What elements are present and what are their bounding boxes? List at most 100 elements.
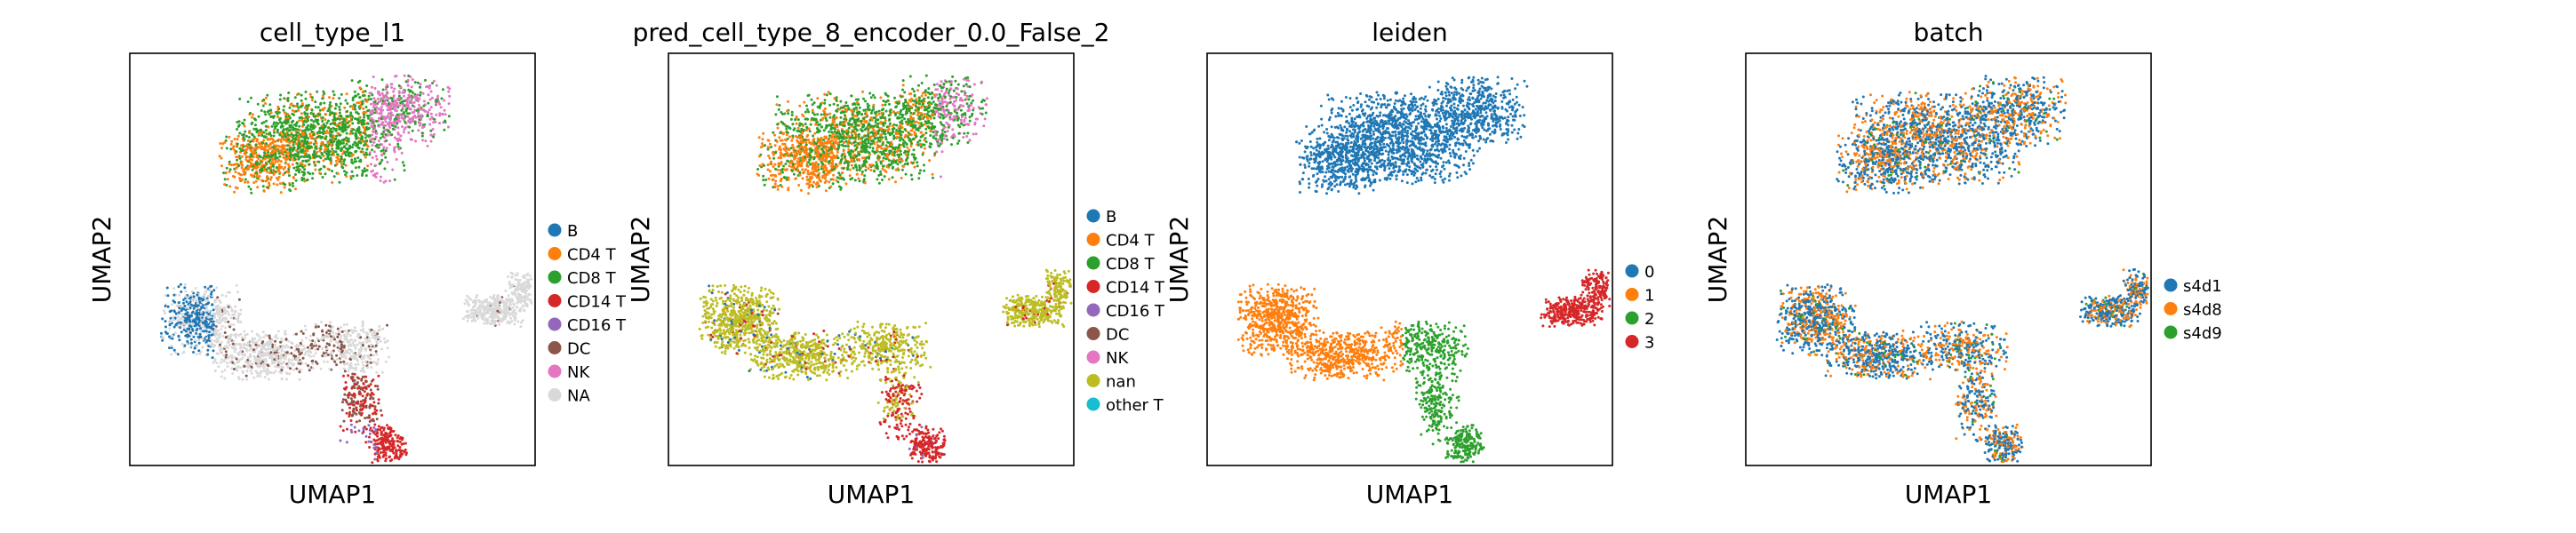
scatter-point bbox=[364, 136, 367, 139]
scatter-point bbox=[195, 353, 198, 356]
scatter-point bbox=[396, 126, 400, 130]
scatter-point bbox=[340, 163, 343, 165]
scatter-point bbox=[396, 145, 400, 148]
scatter-point bbox=[316, 112, 320, 115]
scatter-point bbox=[499, 319, 502, 322]
scatter-point bbox=[204, 327, 207, 330]
scatter-point bbox=[366, 164, 370, 168]
scatter-point bbox=[245, 370, 249, 373]
scatter-point bbox=[351, 153, 355, 156]
scatter-point bbox=[231, 342, 235, 346]
scatter-point bbox=[397, 94, 401, 98]
scatter-point bbox=[375, 353, 379, 356]
scatter-point bbox=[308, 338, 312, 342]
scatter-point bbox=[174, 312, 178, 315]
scatter-point bbox=[212, 349, 215, 353]
scatter-point bbox=[220, 351, 223, 354]
scatter-point bbox=[214, 327, 217, 330]
scatter-point bbox=[493, 304, 497, 307]
scatter-point bbox=[237, 333, 241, 337]
scatter-point bbox=[364, 110, 368, 114]
scatter-point bbox=[262, 139, 266, 142]
scatter-point bbox=[275, 121, 278, 124]
scatter-point bbox=[342, 352, 346, 355]
scatter-point bbox=[328, 367, 332, 370]
scatter-point bbox=[350, 170, 354, 173]
scatter-point bbox=[388, 445, 391, 449]
scatter-point bbox=[260, 159, 264, 163]
scatter-point bbox=[404, 107, 408, 111]
scatter-point bbox=[374, 103, 378, 106]
scatter-point bbox=[347, 115, 350, 118]
scatter-point bbox=[190, 316, 194, 320]
scatter-point bbox=[249, 111, 252, 115]
scatter-point bbox=[348, 410, 351, 414]
scatter-point bbox=[281, 124, 284, 128]
scatter-point bbox=[275, 177, 278, 179]
scatter-point bbox=[303, 179, 307, 183]
scatter-point bbox=[373, 107, 377, 111]
scatter-point bbox=[243, 118, 246, 122]
scatter-point bbox=[344, 386, 348, 390]
scatter-point bbox=[243, 168, 246, 171]
plot-frame bbox=[129, 52, 536, 466]
scatter-point bbox=[331, 357, 333, 361]
scatter-point bbox=[271, 154, 275, 157]
scatter-point bbox=[250, 162, 252, 165]
scatter-point bbox=[301, 159, 305, 163]
scatter-point bbox=[351, 366, 354, 370]
scatter-point bbox=[330, 138, 332, 141]
scatter-point bbox=[447, 125, 450, 129]
scatter-point bbox=[343, 158, 347, 162]
scatter-point bbox=[248, 130, 251, 133]
scatter-point bbox=[211, 356, 214, 360]
scatter-point bbox=[194, 286, 197, 290]
scatter-point bbox=[410, 85, 413, 89]
scatter-point bbox=[196, 301, 199, 305]
scatter-point bbox=[267, 137, 269, 140]
scatter-point bbox=[430, 115, 434, 119]
scatter-point bbox=[161, 317, 164, 321]
scatter-point bbox=[267, 347, 270, 351]
scatter-point bbox=[324, 157, 327, 161]
y-axis-label: UMAP2 bbox=[87, 216, 116, 304]
scatter-point bbox=[401, 103, 404, 107]
scatter-point bbox=[358, 79, 362, 83]
scatter-point bbox=[255, 128, 258, 131]
scatter-point bbox=[381, 327, 385, 330]
scatter-point bbox=[370, 328, 373, 331]
scatter-point bbox=[331, 170, 333, 172]
scatter-point bbox=[288, 372, 292, 376]
scatter-point bbox=[323, 165, 326, 169]
scatter-point bbox=[303, 151, 307, 155]
scatter-point bbox=[438, 112, 442, 115]
scatter-point bbox=[384, 179, 388, 183]
scatter-point bbox=[304, 97, 308, 100]
scatter-point bbox=[324, 330, 328, 334]
legend-marker bbox=[548, 317, 562, 331]
scatter-point bbox=[342, 374, 345, 378]
scatter-point bbox=[205, 343, 209, 346]
scatter-point bbox=[314, 322, 317, 326]
scatter-point bbox=[238, 97, 242, 100]
scatter-point bbox=[371, 109, 374, 112]
scatter-point bbox=[429, 129, 433, 132]
scatter-point bbox=[402, 131, 405, 134]
scatter-point bbox=[308, 132, 312, 136]
scatter-point bbox=[339, 353, 342, 356]
scatter-point bbox=[329, 130, 332, 133]
scatter-point bbox=[233, 138, 236, 141]
scatter-point bbox=[210, 317, 213, 321]
scatter-point bbox=[476, 314, 480, 317]
scatter-point bbox=[398, 446, 402, 449]
scatter-point bbox=[420, 131, 424, 135]
scatter-point bbox=[292, 140, 296, 144]
scatter-point bbox=[329, 335, 332, 338]
scatter-point bbox=[345, 400, 348, 403]
scatter-point bbox=[503, 317, 507, 321]
scatter-point bbox=[224, 294, 228, 298]
scatter-point bbox=[184, 290, 188, 293]
scatter-point bbox=[268, 103, 272, 107]
scatter-point bbox=[225, 147, 228, 150]
scatter-point bbox=[382, 180, 386, 184]
